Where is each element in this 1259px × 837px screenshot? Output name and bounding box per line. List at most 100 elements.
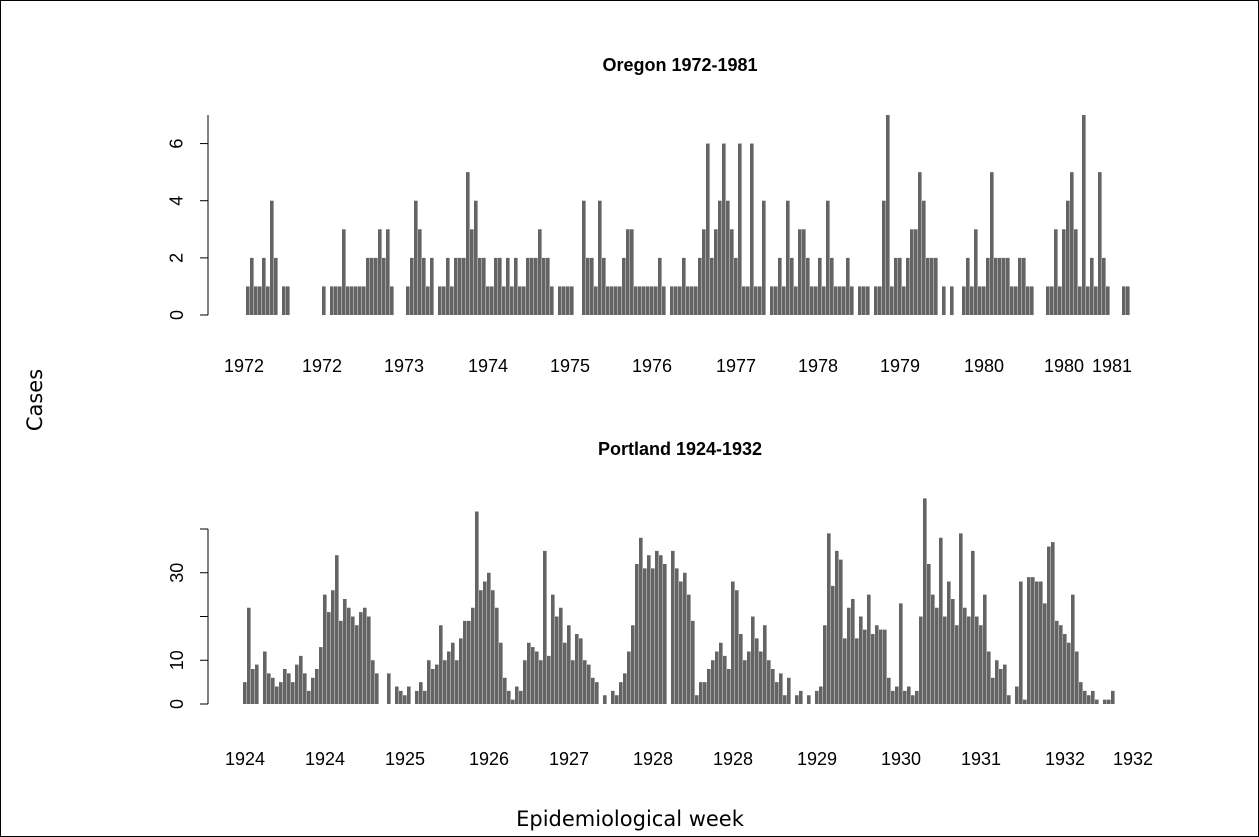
bar xyxy=(470,229,474,315)
bar xyxy=(471,607,475,704)
bar xyxy=(686,286,690,315)
bar xyxy=(358,286,362,315)
bar xyxy=(587,664,591,704)
bar xyxy=(930,257,934,315)
bar xyxy=(927,564,931,704)
x-axis-title: Epidemiological week xyxy=(516,807,745,831)
bar xyxy=(1027,577,1031,704)
bar xyxy=(1122,286,1126,315)
x-tick-label: 1932 xyxy=(1045,749,1085,769)
bar xyxy=(551,594,555,704)
bar xyxy=(967,616,971,704)
bar xyxy=(710,257,714,315)
bar xyxy=(606,286,610,315)
y-axis-title: Cases xyxy=(23,369,47,431)
bar xyxy=(595,682,599,704)
x-tick-label: 1975 xyxy=(550,356,590,376)
bar xyxy=(751,616,755,704)
x-tick-label: 1979 xyxy=(880,356,920,376)
bar xyxy=(683,572,687,704)
bar xyxy=(562,286,566,315)
bar xyxy=(979,625,983,704)
bar xyxy=(323,594,327,704)
bar xyxy=(367,616,371,704)
bar xyxy=(563,642,567,704)
bar xyxy=(818,257,822,315)
bar xyxy=(518,286,522,315)
bar xyxy=(618,286,622,315)
bar xyxy=(703,682,707,704)
bar xyxy=(1103,699,1107,704)
bar xyxy=(478,257,482,315)
bar xyxy=(682,257,686,315)
bar xyxy=(598,200,602,315)
bar xyxy=(1055,620,1059,704)
bar xyxy=(839,559,843,704)
bar xyxy=(494,257,498,315)
bar xyxy=(850,286,854,315)
bar xyxy=(335,555,339,704)
y-tick-label: 2 xyxy=(167,253,187,263)
x-tick-label: 1927 xyxy=(549,749,589,769)
bar xyxy=(822,286,826,315)
bar xyxy=(814,286,818,315)
bar xyxy=(622,257,626,315)
bar xyxy=(1079,682,1083,704)
bar xyxy=(643,568,647,704)
bar xyxy=(491,590,495,704)
bar xyxy=(767,660,771,704)
bar xyxy=(975,616,979,704)
bar xyxy=(734,257,738,315)
bar xyxy=(739,634,743,704)
bar xyxy=(663,564,667,704)
bar xyxy=(951,599,955,704)
bar xyxy=(555,616,559,704)
bar xyxy=(366,257,370,315)
bar xyxy=(295,664,299,704)
bar xyxy=(570,286,574,315)
bar xyxy=(802,229,806,315)
x-tick-label: 1981 xyxy=(1092,356,1132,376)
bar xyxy=(359,612,363,704)
bar xyxy=(479,590,483,704)
bar xyxy=(371,660,375,704)
bar xyxy=(826,200,830,315)
bar xyxy=(327,612,331,704)
bar xyxy=(670,286,674,315)
bar xyxy=(878,286,882,315)
bar xyxy=(299,655,303,704)
bar xyxy=(843,638,847,704)
bar xyxy=(911,695,915,704)
bar xyxy=(459,638,463,704)
bar xyxy=(527,642,531,704)
bar xyxy=(590,257,594,315)
bar xyxy=(506,257,510,315)
bar xyxy=(655,550,659,704)
bar xyxy=(406,286,410,315)
bar xyxy=(331,590,335,704)
bar xyxy=(350,286,354,315)
bar xyxy=(922,200,926,315)
bar xyxy=(623,673,627,704)
bar xyxy=(487,572,491,704)
x-tick-label: 1980 xyxy=(1044,356,1084,376)
bar xyxy=(706,143,710,315)
bar xyxy=(838,286,842,315)
bar xyxy=(262,257,266,315)
bar xyxy=(998,257,1002,315)
bar xyxy=(810,286,814,315)
bar xyxy=(806,257,810,315)
bar xyxy=(1067,642,1071,704)
x-tick-label: 1976 xyxy=(632,356,672,376)
bar xyxy=(1018,257,1022,315)
bar xyxy=(1022,257,1026,315)
bar xyxy=(1035,581,1039,704)
bar xyxy=(558,286,562,315)
bar xyxy=(535,651,539,704)
bar xyxy=(439,625,443,704)
bar xyxy=(342,229,346,315)
bar xyxy=(690,286,694,315)
bar xyxy=(783,695,787,704)
x-tick-label: 1924 xyxy=(305,749,345,769)
bar xyxy=(886,115,890,315)
